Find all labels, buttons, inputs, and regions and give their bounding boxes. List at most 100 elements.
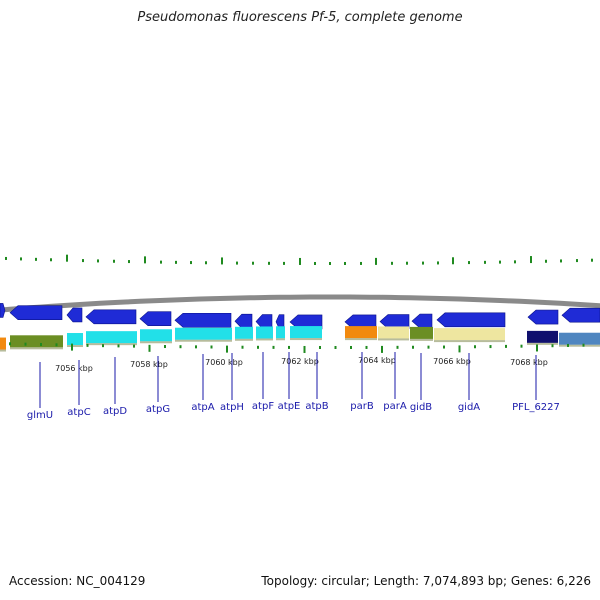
- scale-tick: [489, 345, 492, 349]
- gc-tick: [5, 256, 7, 260]
- cog-block-shadow: [140, 341, 172, 344]
- gene-arrow[interactable]: [411, 313, 433, 329]
- gene-label[interactable]: gidB: [410, 402, 432, 413]
- gc-tick: [160, 260, 162, 264]
- scale-tick: [427, 345, 430, 349]
- gene-arrow[interactable]: [255, 314, 273, 329]
- scale-tick: [381, 345, 383, 353]
- scale-tick: [334, 345, 337, 349]
- gene-labels: glmU atpC atpD atpG atpA atpH atpF atpE atpB parB…: [27, 352, 560, 421]
- gc-tick: [499, 260, 501, 264]
- gc-tick: [128, 260, 130, 264]
- scale-track: 7056 kbp 7058 kbp 7060 kbp 7062 kbp 7064 kbp…: [9, 342, 585, 373]
- gc-tick: [591, 258, 593, 262]
- gene-label[interactable]: parB: [350, 401, 374, 412]
- scale-tick: [86, 343, 89, 347]
- accession-text: Accession: NC_004129: [9, 574, 146, 588]
- gc-tick: [484, 260, 486, 264]
- cog-block-shadow: [86, 343, 137, 346]
- gene-label[interactable]: atpD: [103, 406, 127, 417]
- cog-block: [345, 326, 377, 339]
- gc-tick: [437, 261, 439, 265]
- scale-tick: [350, 345, 352, 349]
- cog-block-shadow: [10, 347, 63, 350]
- gene-arrow[interactable]: [0, 303, 6, 318]
- cog-block: [0, 337, 6, 350]
- gc-tick: [422, 261, 424, 265]
- gc-tick: [576, 259, 578, 263]
- gene-arrow[interactable]: [85, 309, 137, 325]
- gc-tick: [66, 254, 68, 262]
- gene-label[interactable]: atpH: [220, 402, 244, 413]
- gene-label[interactable]: atpE: [278, 401, 301, 412]
- gene-arrow[interactable]: [436, 312, 506, 328]
- gc-tick: [175, 260, 177, 264]
- scale-tick: [288, 345, 290, 349]
- gc-tick: [360, 261, 362, 265]
- scale-tick: [396, 345, 399, 349]
- gc-tick: [299, 257, 301, 265]
- scale-tick: [148, 344, 151, 352]
- gene-label[interactable]: atpF: [252, 401, 274, 412]
- scale-tick: [55, 343, 58, 347]
- gc-skew-track: [5, 254, 593, 265]
- cog-block: [410, 326, 433, 339]
- scale-tick: [458, 345, 461, 353]
- gc-tick: [375, 257, 377, 265]
- scale-tick: [210, 345, 213, 349]
- gene-label[interactable]: PFL_6227: [512, 402, 560, 413]
- gc-tick: [144, 256, 146, 264]
- cog-block-shadow: [0, 349, 6, 352]
- cog-block: [67, 333, 83, 346]
- gene-label[interactable]: atpG: [146, 404, 170, 415]
- gc-tick: [82, 259, 84, 263]
- gene-label[interactable]: atpB: [305, 401, 328, 412]
- gene-arrow[interactable]: [561, 307, 600, 323]
- gene-label[interactable]: atpA: [191, 402, 214, 413]
- gc-tick: [190, 261, 192, 265]
- gc-tick: [530, 256, 532, 264]
- scale-tick: [179, 345, 182, 349]
- cog-block-shadow: [527, 342, 558, 345]
- scale-label: 7064 kbp: [358, 356, 396, 365]
- scale-tick: [551, 344, 554, 348]
- gene-label[interactable]: gidA: [458, 402, 480, 413]
- gc-tick: [545, 259, 547, 263]
- gc-tick: [50, 258, 52, 262]
- cog-block: [434, 328, 505, 341]
- cog-block: [175, 327, 232, 340]
- gene-arrow[interactable]: [234, 313, 253, 329]
- scale-label: 7060 kbp: [205, 358, 243, 367]
- gc-tick: [314, 261, 316, 265]
- gc-tick: [236, 261, 238, 265]
- gene-arrow[interactable]: [139, 311, 172, 327]
- scale-label: 7062 kbp: [281, 357, 319, 366]
- gc-tick: [283, 261, 285, 265]
- scale-tick: [582, 343, 585, 347]
- gene-label[interactable]: atpC: [67, 407, 90, 418]
- cog-block-shadow: [175, 339, 232, 342]
- gene-arrow[interactable]: [174, 312, 232, 328]
- scale-tick: [474, 345, 476, 349]
- gc-tick: [20, 257, 22, 261]
- cog-block: [378, 326, 409, 339]
- cog-block-shadow: [559, 344, 600, 347]
- scale-tick: [303, 345, 306, 353]
- gc-tick: [97, 259, 99, 263]
- gene-arrow[interactable]: [527, 309, 559, 325]
- scale-tick: [365, 345, 368, 349]
- gene-label[interactable]: parA: [383, 401, 407, 412]
- gc-tick: [344, 261, 346, 265]
- gc-tick: [35, 257, 37, 261]
- gene-arrow[interactable]: [9, 305, 63, 320]
- cog-block: [235, 326, 253, 339]
- gene-label[interactable]: glmU: [27, 410, 53, 421]
- gene-arrow[interactable]: [66, 307, 83, 323]
- scale-tick: [443, 345, 445, 349]
- scale-tick: [536, 344, 538, 352]
- cog-block: [559, 332, 600, 345]
- gc-tick: [221, 257, 223, 265]
- gc-tick: [329, 262, 331, 265]
- scale-tick: [9, 342, 11, 346]
